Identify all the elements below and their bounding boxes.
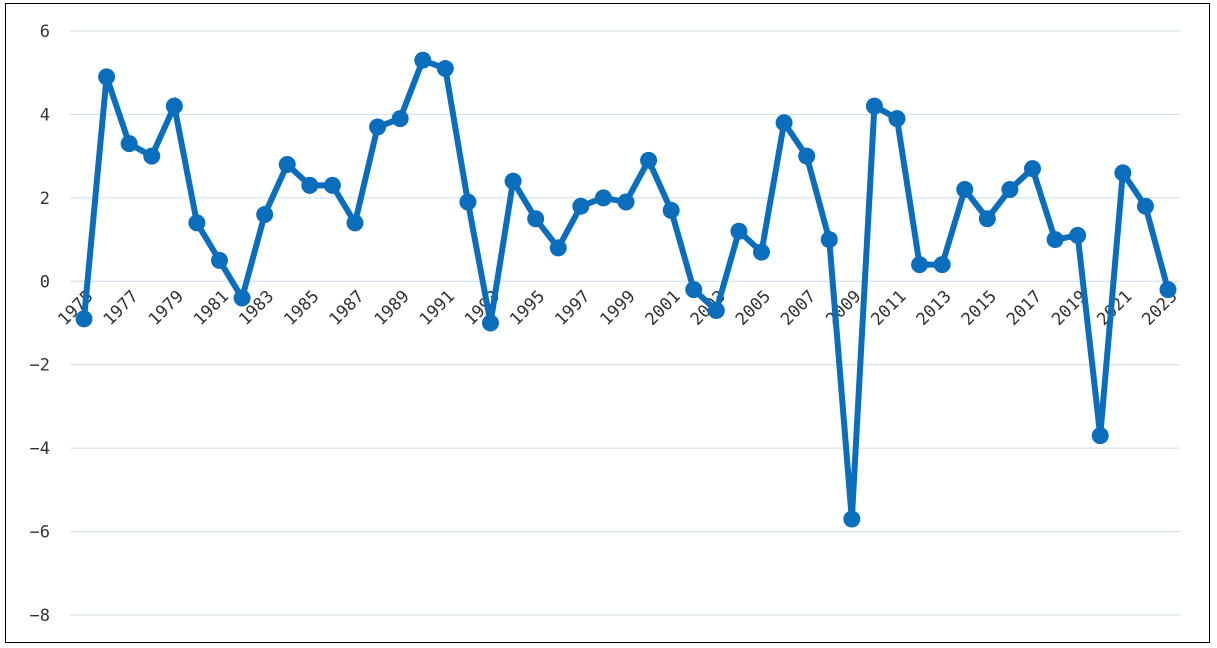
data-point: [549, 239, 567, 257]
data-point: [662, 201, 680, 219]
data-point: [504, 172, 522, 190]
x-tick-label: 1997: [551, 287, 594, 330]
data-point: [527, 210, 545, 228]
x-tick-label: 2005: [732, 287, 775, 330]
data-point: [75, 310, 93, 328]
data-point: [798, 147, 816, 165]
x-tick-label: 1987: [325, 287, 368, 330]
x-tick-label: 1985: [280, 287, 323, 330]
data-point: [391, 110, 409, 128]
data-point: [165, 97, 183, 115]
data-point: [143, 147, 161, 165]
data-point: [1159, 281, 1177, 299]
data-point: [459, 193, 477, 211]
data-point: [865, 97, 883, 115]
data-point: [843, 510, 861, 528]
x-tick-label: 1991: [416, 287, 459, 330]
data-point: [323, 176, 341, 194]
data-point: [978, 210, 996, 228]
data-point: [188, 214, 206, 232]
data-point: [414, 51, 432, 69]
data-point: [1024, 160, 1041, 178]
y-axis-ticks: 6 4 2 0 −2 −4 −6 −8: [30, 22, 50, 626]
data-point: [120, 135, 138, 153]
x-tick-label: 1981: [190, 287, 233, 330]
data-point: [1046, 231, 1064, 249]
data-point: [820, 231, 838, 249]
x-tick-label: 2017: [1003, 287, 1046, 330]
data-point: [1001, 181, 1019, 199]
data-point: [617, 193, 635, 211]
data-point: [278, 155, 296, 173]
data-point: [369, 118, 387, 136]
x-tick-label: 1995: [506, 287, 549, 330]
y-tick-label: 2: [40, 189, 50, 209]
data-point: [685, 281, 703, 299]
data-point: [956, 181, 974, 199]
y-tick-label: 6: [40, 22, 50, 42]
x-tick-label: 1977: [100, 287, 143, 330]
data-point: [233, 289, 251, 307]
x-tick-label: 2007: [777, 287, 820, 330]
x-tick-label: 2011: [867, 287, 910, 330]
data-point: [436, 60, 454, 78]
data-point: [1136, 197, 1154, 215]
x-tick-label: 2001: [642, 287, 685, 330]
data-point: [888, 110, 906, 128]
data-point: [911, 256, 929, 274]
data-point: [98, 68, 116, 86]
y-tick-label: −4: [30, 439, 50, 459]
data-point: [640, 151, 658, 169]
data-point: [707, 301, 725, 319]
data-point: [482, 314, 499, 332]
x-tick-label: 1999: [596, 287, 639, 330]
x-axis-ticks: 1975 1977 1979 1981 1983 1985 1987 1989 1991 1993…: [54, 287, 1181, 330]
data-point: [1069, 226, 1087, 244]
y-tick-label: −6: [30, 523, 50, 543]
data-point: [572, 197, 590, 215]
grid-lines: [70, 30, 1180, 616]
x-tick-label: 2009: [822, 287, 865, 330]
x-tick-label: 1979: [145, 287, 188, 330]
data-point: [346, 214, 364, 232]
data-point: [256, 206, 274, 224]
y-tick-label: 4: [40, 105, 50, 125]
data-point: [301, 176, 319, 194]
data-point: [1091, 427, 1109, 445]
data-point: [775, 114, 793, 132]
data-point: [211, 251, 228, 269]
chart-frame: [5, 3, 1210, 643]
y-tick-label: −2: [30, 356, 50, 376]
x-tick-label: 2013: [913, 287, 956, 330]
y-tick-label: −8: [30, 606, 50, 626]
data-point: [933, 256, 951, 274]
data-point: [594, 189, 612, 207]
y-tick-label: 0: [40, 272, 50, 292]
x-tick-label: 1989: [371, 287, 414, 330]
data-point: [753, 243, 770, 261]
data-point: [1114, 164, 1132, 182]
series-group: [75, 51, 1177, 528]
data-point: [730, 222, 748, 240]
x-tick-label: 2015: [958, 287, 1001, 330]
